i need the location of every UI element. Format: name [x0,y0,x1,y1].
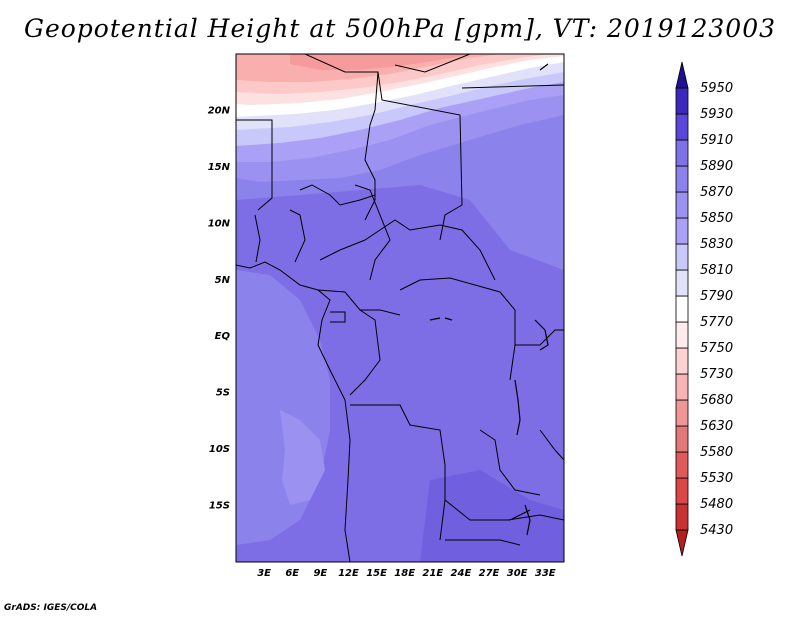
latitude-axis: 20N 15N 10N 5N EQ 5S 10S 15S [208,105,231,511]
plot-title: Geopotential Height at 500hPa [gpm], VT:… [23,14,777,43]
colorbar-level-label: 5850 [700,211,733,226]
colorbar-swatch [675,269,689,297]
colorbar-level-label: 5810 [700,263,733,278]
colorbar-level-label: 5790 [700,289,733,304]
lat-tick-label: 15N [208,162,231,173]
lon-tick-label: 15E [366,568,387,579]
colorbar-level-label: 5480 [700,497,733,512]
credit-text: GrADS: IGES/COLA [4,603,98,613]
colorbar-swatch [675,477,689,505]
colorbar-level-label: 5930 [700,107,733,122]
lon-tick-label: 6E [285,568,299,579]
band-red-1 [290,54,470,70]
colorbar-level-label: 5870 [700,185,733,200]
colorbar-level-label: 5770 [700,315,733,330]
lon-tick-label: 27E [479,568,500,579]
colorbar-swatch [675,503,689,531]
colorbar-swatch [675,61,689,89]
colorbar-level-label: 5890 [700,159,733,174]
lon-tick-label: 3E [257,568,271,579]
lat-tick-label: 15S [209,501,230,512]
colorbar-swatch [675,191,689,219]
offshore-patch-light [280,410,325,505]
colorbar-level-label: 5430 [700,523,733,538]
lon-tick-label: 24E [451,568,472,579]
lon-tick-label: 18E [394,568,415,579]
colorbar-swatch [675,529,689,557]
lon-tick-label: 21E [422,568,443,579]
colorbar-swatch [675,321,689,349]
colorbar-swatch [675,87,689,115]
colorbar-swatch [675,425,689,453]
colorbar-level-label: 5750 [700,341,733,356]
colorbar-level-label: 5830 [700,237,733,252]
colorbar-level-label: 5950 [700,81,733,96]
lat-tick-label: EQ [215,331,231,342]
lon-tick-label: 9E [313,568,327,579]
lat-tick-label: 10N [208,218,231,229]
colorbar-level-label: 5630 [700,419,733,434]
longitude-axis: 3E 6E 9E 12E 15E 18E 21E 24E 27E 30E 33E [257,568,556,579]
lon-tick-label: 33E [535,568,556,579]
colorbar-swatch [675,451,689,479]
lat-tick-label: 20N [208,105,231,116]
colorbar-swatch [675,113,689,141]
colorbar-level-label: 5910 [700,133,733,148]
lat-tick-label: 10S [209,444,230,455]
colorbar-swatch [675,243,689,271]
colorbar-swatch [675,217,689,245]
colorbar-swatch [675,139,689,167]
colorbar-level-label: 5530 [700,471,733,486]
lat-tick-label: 5S [216,388,230,399]
borders [236,54,564,562]
lon-tick-label: 30E [507,568,528,579]
colorbar-swatch [675,373,689,401]
colorbar-level-label: 5580 [700,445,733,460]
lat-tick-label: 5N [215,275,231,286]
map-frame [235,53,565,563]
colorbar-swatch [675,295,689,323]
contour-field [236,54,564,562]
lon-tick-label: 12E [338,568,359,579]
colorbar-level-label: 5730 [700,367,733,382]
lakes [429,63,549,536]
colorbar-swatch [675,399,689,427]
southeast-dark [420,470,564,562]
colorbar-swatch [675,347,689,375]
colorbar-level-label: 5680 [700,393,733,408]
colorbar-swatch [675,165,689,193]
